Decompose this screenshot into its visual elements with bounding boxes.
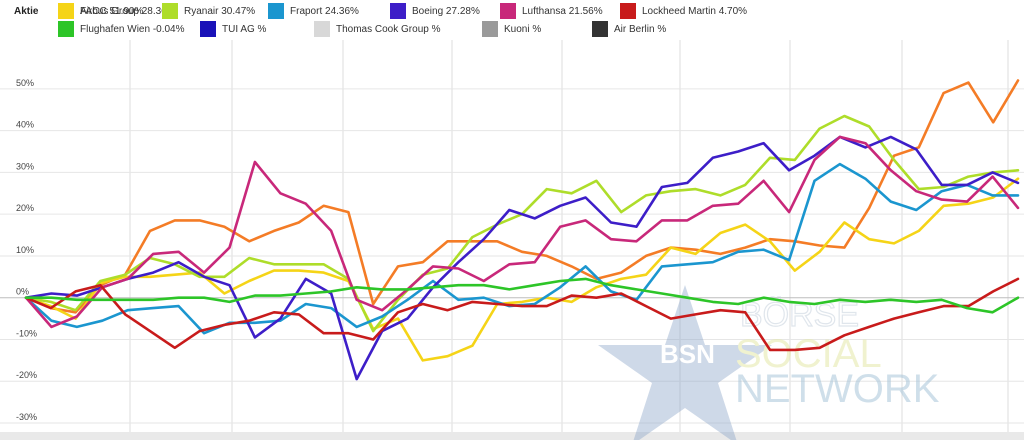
legend-label: Flughafen Wien -0.04% [80,23,185,35]
legend-label: Ryanair 30.47% [184,5,256,17]
x-axis-band [0,432,1024,440]
legend-item-lockheed-martin[interactable]: Lockheed Martin 4.70% [620,3,747,19]
series-line-fraport[interactable] [24,162,1020,335]
series-line-flughafen-wien[interactable] [24,277,1020,314]
legend-swatch [268,3,284,19]
legend-swatch [620,3,636,19]
legend-label: Kuoni % [504,23,542,35]
series-lines [24,79,1020,381]
legend-item-boeing[interactable]: Boeing 27.28% [390,3,480,19]
watermark: BSN BÖRSE SOCIAL NETWORK [598,285,940,440]
legend-label: FACC 51.90% [80,5,144,17]
watermark-logo-text: BSN [660,339,715,369]
line-chart: BSN BÖRSE SOCIAL NETWORK -30% -20% -10% 0% 1… [0,40,1024,440]
legend-label: Lufthansa 21.56% [522,5,603,17]
y-tick-label: 50% [16,78,34,88]
legend-item-kuoni[interactable]: Kuoni % [482,21,541,37]
y-tick-label: -20% [16,370,37,380]
legend-item-tui-ag[interactable]: TUI AG % [200,21,266,37]
y-tick-label: 0% [16,287,29,297]
y-tick-label: 40% [16,120,34,130]
legend-label: Lockheed Martin 4.70% [642,5,748,17]
legend-label: Fraport 24.36% [290,5,359,17]
grid [0,40,1024,440]
legend-swatch [314,21,330,37]
y-tick-label: 10% [16,245,34,255]
star-logo [598,285,772,440]
series-line-lockheed-martin[interactable] [24,277,1020,352]
legend-item-fraport[interactable]: Fraport 24.36% [268,3,359,19]
legend-label: Airbus Group 28.36% [80,5,176,17]
chart-legend: Aktie FACC 51.90% Airbus Group 28.36% Ryan… [0,0,1024,40]
legend-item-lufthansa[interactable]: Lufthansa 21.56% [500,3,603,19]
legend-swatch [500,3,516,19]
legend-swatch [58,3,74,19]
legend-item-airbus-group[interactable]: Airbus Group 28.36% [58,3,176,19]
legend-swatch [58,21,74,37]
legend-swatch [592,21,608,37]
legend-item-flughafen-wien[interactable]: Flughafen Wien -0.04% [58,21,185,37]
legend-item-ryanair[interactable]: Ryanair 30.47% [162,3,255,19]
series-line-boeing[interactable] [24,135,1020,381]
y-axis: -30% -20% -10% 0% 10% 20% 30% 40% 50% [16,78,37,422]
y-tick-label: 20% [16,203,34,213]
watermark-line2: SOCIAL [735,332,882,376]
y-tick-label: -30% [16,412,37,422]
legend-label: Air Berlin % [614,23,667,35]
series-line-facc[interactable] [24,79,1020,314]
legend-swatch [390,3,406,19]
legend-label: Boeing 27.28% [412,5,480,17]
legend-swatch [162,3,178,19]
series-line-lufthansa[interactable] [24,135,1020,329]
legend-swatch [200,21,216,37]
y-tick-label: 30% [16,161,34,171]
legend-title: Aktie [14,6,39,17]
legend-swatch [482,21,498,37]
legend-label: Thomas Cook Group % [336,23,441,35]
legend-item-air-berlin[interactable]: Air Berlin % [592,21,666,37]
watermark-line3: NETWORK [735,367,940,411]
legend-item-thomas-cook-group[interactable]: Thomas Cook Group % [314,21,441,37]
legend-label: TUI AG % [222,23,267,35]
y-tick-label: -10% [16,328,37,338]
